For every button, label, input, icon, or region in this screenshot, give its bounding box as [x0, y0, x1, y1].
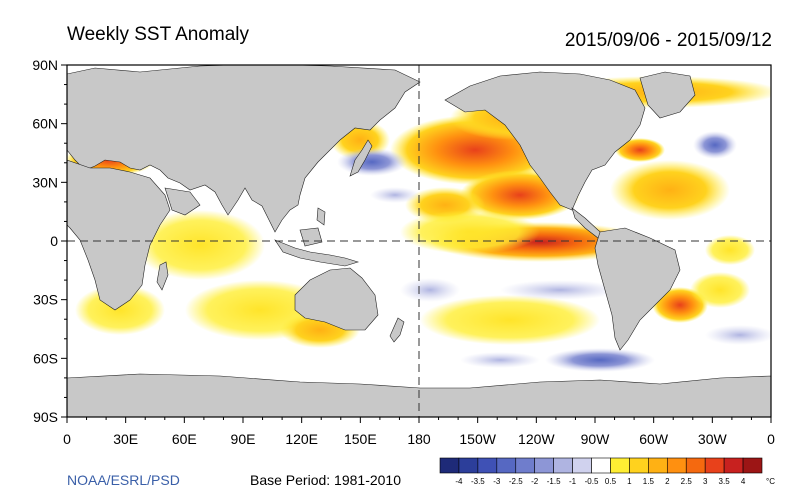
colorbar-label: -4: [455, 477, 463, 486]
colorbar-swatch: [535, 458, 554, 473]
lon-label: 60E: [172, 431, 197, 447]
lon-label: 120W: [518, 431, 555, 447]
colorbar-label: 4: [741, 477, 746, 486]
lon-label: 60W: [639, 431, 669, 447]
colorbar-label: -1: [569, 477, 577, 486]
colorbar-label: -3.5: [471, 477, 485, 486]
colorbar-swatch: [667, 458, 686, 473]
colorbar-swatch: [724, 458, 743, 473]
lon-label: 30E: [113, 431, 138, 447]
lat-label: 60S: [33, 350, 58, 366]
colorbar: -4 -3.5 -3 -2.5 -2 -1.5 -1 -0.5 0.5 1 1.5 2 2.5 3 3.5 4…: [440, 458, 775, 486]
colorbar-label: -3: [493, 477, 501, 486]
colorbar-label: 2: [665, 477, 670, 486]
colorbar-swatch: [573, 458, 592, 473]
credit-label: NOAA/ESRL/PSD: [67, 472, 180, 488]
colorbar-swatch: [686, 458, 705, 473]
lon-label: 150W: [459, 431, 496, 447]
colorbar-swatch: [648, 458, 667, 473]
colorbar-swatch: [516, 458, 535, 473]
colorbar-swatch: [478, 458, 497, 473]
lon-label: 0: [63, 431, 71, 447]
colorbar-label: -1.5: [547, 477, 561, 486]
colorbar-swatch: [629, 458, 648, 473]
lat-label: 30N: [32, 174, 58, 190]
colorbar-label: 1.5: [643, 477, 655, 486]
colorbar-label: 0.5: [605, 477, 617, 486]
colorbar-swatch: [459, 458, 478, 473]
colorbar-swatch: [610, 458, 629, 473]
colorbar-label: -2.5: [509, 477, 523, 486]
base-period-label: Base Period: 1981-2010: [250, 472, 401, 488]
colorbar-label: 2.5: [681, 477, 693, 486]
colorbar-label: -2: [531, 477, 539, 486]
colorbar-swatch: [592, 458, 611, 473]
colorbar-unit: °C: [766, 477, 775, 486]
colorbar-label: 3: [703, 477, 708, 486]
lon-label: 120E: [285, 431, 318, 447]
colorbar-label: 3.5: [719, 477, 731, 486]
lat-label: 60N: [32, 116, 58, 132]
lat-label: 90N: [32, 57, 58, 73]
lon-label: 90E: [231, 431, 256, 447]
lat-label: 90S: [33, 409, 58, 425]
lon-label: 30W: [698, 431, 728, 447]
colorbar-swatch: [554, 458, 573, 473]
colorbar-label: -0.5: [585, 477, 599, 486]
lon-label: 0: [767, 431, 775, 447]
colorbar-swatch: [497, 458, 516, 473]
lon-label: 90W: [581, 431, 611, 447]
lat-label: 30S: [33, 292, 58, 308]
colorbar-label: 1: [627, 477, 632, 486]
colorbar-swatch: [440, 458, 459, 473]
colorbar-swatch: [705, 458, 724, 473]
colorbar-swatch: [743, 458, 762, 473]
lat-label: 0: [50, 233, 58, 249]
lon-label: 150E: [344, 431, 377, 447]
lon-label: 180: [407, 431, 431, 447]
